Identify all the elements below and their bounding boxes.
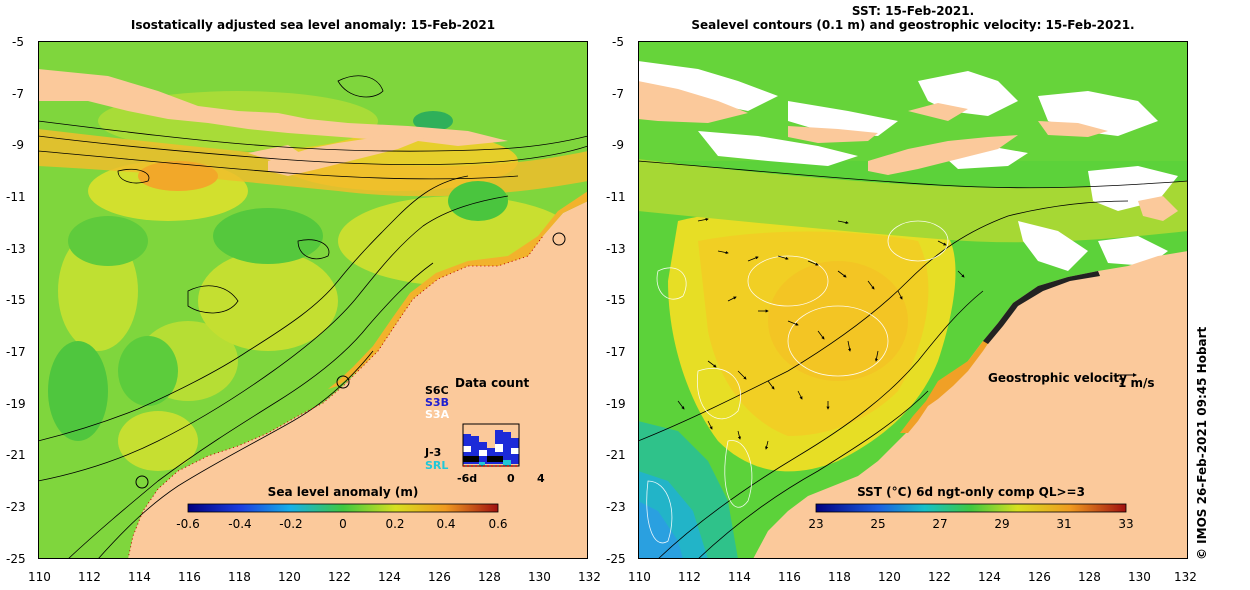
data-count-inset: Data count S6C S3B S3A J-3 SRL -6d 0 4 (424, 376, 545, 485)
x-tick: 124 (978, 570, 1001, 584)
satellite-label: S3B (425, 396, 449, 409)
y-tick: -19 (606, 397, 626, 411)
data-count-bars (462, 423, 520, 467)
tide-gauge-marker (336, 375, 350, 389)
x-tick: 110 (28, 570, 51, 584)
y-tick: -7 (12, 87, 24, 101)
timor-island (268, 133, 428, 176)
tide-gauge-marker (135, 475, 149, 489)
colorbar-tick: 23 (808, 517, 823, 531)
colorbar-tick: 0.2 (385, 517, 404, 531)
colorbar-tick: 0.6 (488, 517, 507, 531)
right-map-title-line2: Sealevel contours (0.1 m) and geostrophi… (691, 18, 1135, 32)
satellite-label: J-3 (424, 446, 441, 459)
y-tick: -25 (606, 552, 626, 566)
x-tick: 114 (128, 570, 151, 584)
colorbar-tick: 33 (1118, 517, 1133, 531)
imos-credit: © IMOS 26-Feb-2021 09:45 Hobart (1195, 326, 1209, 560)
velocity-legend-scale: 1 m/s (1118, 376, 1155, 390)
y-tick: -17 (606, 345, 626, 359)
java-lesser-sunda-islands (38, 69, 508, 146)
velocity-vectors (677, 217, 965, 450)
data-count-tick: 4 (537, 472, 545, 485)
sea-level-anomaly-map: Data count S6C S3B S3A J-3 SRL -6d 0 4 (38, 41, 588, 559)
x-tick: 118 (828, 570, 851, 584)
y-tick: -15 (606, 293, 626, 307)
x-tick: 130 (528, 570, 551, 584)
x-tick: 128 (478, 570, 501, 584)
sst-colorbar: SST (°C) 6d ngt-only comp QL>=3 23 25 27… (808, 485, 1133, 531)
colorbar-tick: -0.2 (279, 517, 302, 531)
satellite-label: SRL (425, 459, 448, 472)
y-tick: -25 (6, 552, 26, 566)
x-tick: 112 (678, 570, 701, 584)
colorbar-tick: -0.4 (228, 517, 251, 531)
x-tick: 118 (228, 570, 251, 584)
y-tick: -19 (6, 397, 26, 411)
left-map-title: Isostatically adjusted sea level anomaly… (130, 18, 496, 32)
colorbar-tick: 0.4 (436, 517, 455, 531)
y-tick: -9 (12, 138, 24, 152)
y-tick: -13 (6, 242, 26, 256)
x-tick: 112 (78, 570, 101, 584)
y-tick: -21 (606, 448, 626, 462)
satellite-label: S6C (425, 384, 449, 397)
x-tick: 130 (1128, 570, 1151, 584)
tide-gauge-marker (552, 232, 566, 246)
y-tick: -5 (612, 35, 624, 49)
x-tick: 122 (928, 570, 951, 584)
y-tick: -11 (606, 190, 626, 204)
x-tick: 132 (1174, 570, 1197, 584)
colorbar-tick: 29 (994, 517, 1009, 531)
x-tick: 132 (578, 570, 601, 584)
y-tick: -11 (6, 190, 26, 204)
y-tick: -23 (606, 500, 626, 514)
right-map-title-line1: SST: 15-Feb-2021. (851, 4, 975, 18)
x-tick: 124 (378, 570, 401, 584)
colorbar-label: Sea level anomaly (m) (268, 485, 419, 499)
y-tick: -21 (6, 448, 26, 462)
data-count-tick: 0 (507, 472, 515, 485)
velocity-legend: Geostrophic velocity 1 m/s (988, 371, 1155, 390)
y-tick: -7 (612, 87, 624, 101)
x-tick: 120 (878, 570, 901, 584)
sea-level-colorbar: Sea level anomaly (m) -0.6 -0.4 -0.2 0 0… (176, 485, 507, 531)
y-tick: -13 (606, 242, 626, 256)
x-tick: 120 (278, 570, 301, 584)
colorbar-tick: -0.6 (176, 517, 199, 531)
x-tick: 128 (1078, 570, 1101, 584)
australia-land (128, 201, 588, 559)
y-tick: -23 (6, 500, 26, 514)
colorbar-tick: 31 (1056, 517, 1071, 531)
x-tick: 116 (178, 570, 201, 584)
colorbar-label: SST (°C) 6d ngt-only comp QL>=3 (857, 485, 1085, 499)
colorbar-tick: 27 (932, 517, 947, 531)
x-tick: 110 (628, 570, 651, 584)
y-tick: -17 (6, 345, 26, 359)
x-tick: 126 (1028, 570, 1051, 584)
data-count-title: Data count (455, 376, 530, 390)
satellite-label: S3A (425, 408, 450, 421)
y-tick: -15 (6, 293, 26, 307)
y-tick: -9 (612, 138, 624, 152)
y-tick: -5 (12, 35, 24, 49)
sst-velocity-map: Geostrophic velocity 1 m/s SST (°C) 6d n… (638, 41, 1188, 559)
velocity-legend-label: Geostrophic velocity (988, 371, 1127, 385)
colorbar-tick: 0 (339, 517, 347, 531)
colorbar-tick: 25 (870, 517, 885, 531)
x-tick: 126 (428, 570, 451, 584)
sumba-island (248, 145, 300, 161)
x-tick: 116 (778, 570, 801, 584)
x-tick: 122 (328, 570, 351, 584)
x-tick: 114 (728, 570, 751, 584)
data-count-tick: -6d (457, 472, 477, 485)
